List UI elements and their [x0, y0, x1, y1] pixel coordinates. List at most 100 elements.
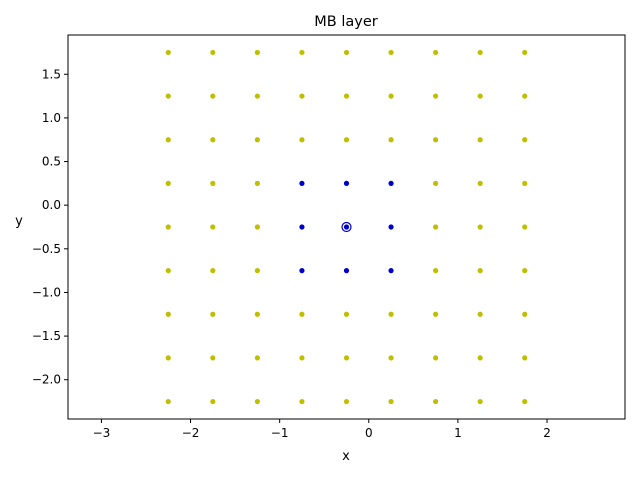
x-tick-label: 2	[543, 426, 551, 440]
outer-data-point	[165, 311, 171, 317]
outer-data-point	[522, 268, 528, 274]
outer-data-point	[343, 137, 350, 143]
outer-data-point	[254, 224, 260, 230]
outer-data-point	[522, 49, 528, 56]
outer-data-point	[433, 355, 439, 361]
outer-data-point	[210, 398, 216, 405]
outer-data-point	[210, 180, 216, 186]
outer-data-point	[433, 268, 439, 274]
y-tick-label: −1.5	[32, 329, 61, 343]
outer-data-point	[299, 137, 305, 143]
outer-data-point	[388, 398, 394, 405]
outer-data-point	[388, 93, 394, 99]
outer-data-point	[299, 93, 305, 99]
chart-title: MB layer	[314, 14, 377, 30]
outer-data-point	[477, 311, 483, 317]
y-tick-label: 1.0	[42, 111, 61, 125]
outer-data-point	[254, 93, 260, 99]
outer-data-point	[254, 398, 260, 405]
inner-data-point	[343, 224, 350, 230]
y-tick-label: −1.0	[32, 285, 61, 299]
outer-data-point	[477, 49, 483, 56]
outer-data-point	[343, 398, 350, 405]
outer-data-point	[433, 137, 439, 143]
y-tick-label: 0.5	[42, 155, 61, 169]
outer-data-point	[210, 49, 216, 56]
outer-data-point	[522, 180, 528, 186]
outer-data-point	[433, 224, 439, 230]
outer-data-point	[433, 311, 439, 317]
outer-data-point	[254, 268, 260, 274]
y-tick-label: −2.0	[32, 373, 61, 387]
outer-data-point	[299, 311, 305, 317]
inner-data-point	[343, 180, 350, 186]
outer-data-point	[254, 137, 260, 143]
outer-data-point	[343, 93, 350, 99]
outer-data-point	[522, 93, 528, 99]
outer-data-point	[165, 49, 171, 56]
outer-data-point	[254, 49, 260, 56]
inner-data-point	[299, 224, 305, 230]
x-tick-label: −1	[271, 426, 289, 440]
x-tick-label: −3	[93, 426, 111, 440]
outer-data-point	[165, 137, 171, 143]
outer-data-point	[433, 49, 439, 56]
outer-data-point	[477, 93, 483, 99]
outer-data-point	[165, 355, 171, 361]
y-axis-label: y	[15, 214, 23, 229]
outer-data-point	[433, 180, 439, 186]
inner-data-point	[299, 268, 305, 274]
outer-data-point	[210, 268, 216, 274]
outer-data-point	[522, 355, 528, 361]
outer-data-point	[522, 224, 528, 230]
outer-data-point	[477, 268, 483, 274]
outer-data-point	[254, 355, 260, 361]
outer-data-point	[522, 398, 528, 405]
outer-data-point	[299, 355, 305, 361]
y-tick-label: 1.5	[42, 67, 61, 81]
outer-data-point	[433, 93, 439, 99]
outer-data-point	[210, 93, 216, 99]
outer-data-point	[210, 311, 216, 317]
outer-data-point	[210, 355, 216, 361]
inner-data-point	[299, 180, 305, 186]
y-tick-label: −0.5	[32, 242, 61, 256]
outer-data-point	[299, 49, 305, 56]
y-tick-label: 0.0	[42, 198, 61, 212]
inner-data-point	[388, 180, 394, 186]
outer-data-point	[343, 311, 350, 317]
outer-data-point	[254, 180, 260, 186]
outer-data-point	[343, 355, 350, 361]
x-axis-label: x	[342, 449, 350, 464]
outer-data-point	[477, 398, 483, 405]
outer-data-point	[433, 398, 439, 405]
outer-data-point	[165, 398, 171, 405]
outer-data-point	[165, 224, 171, 230]
data-points	[165, 49, 528, 405]
outer-data-point	[388, 137, 394, 143]
outer-data-point	[388, 49, 394, 56]
outer-data-point	[299, 398, 305, 405]
inner-data-point	[343, 268, 350, 274]
outer-data-point	[165, 93, 171, 99]
x-tick-label: 0	[365, 426, 373, 440]
outer-data-point	[388, 311, 394, 317]
outer-data-point	[388, 355, 394, 361]
inner-data-point	[388, 224, 394, 230]
outer-data-point	[477, 355, 483, 361]
outer-data-point	[165, 180, 171, 186]
axis-ticks: −3 −2 −1 0 1 2 −2.0 −1.5 −1.0 −0.5 0.0 0.5 1.0 1.5	[32, 67, 551, 440]
outer-data-point	[254, 311, 260, 317]
x-tick-label: −2	[182, 426, 200, 440]
outer-data-point	[210, 137, 216, 143]
outer-data-point	[477, 137, 483, 143]
outer-data-point	[343, 49, 350, 56]
outer-data-point	[522, 137, 528, 143]
highlight-ring	[341, 221, 352, 233]
outer-data-point	[522, 311, 528, 317]
axes-frame	[67, 34, 626, 420]
outer-data-point	[477, 180, 483, 186]
